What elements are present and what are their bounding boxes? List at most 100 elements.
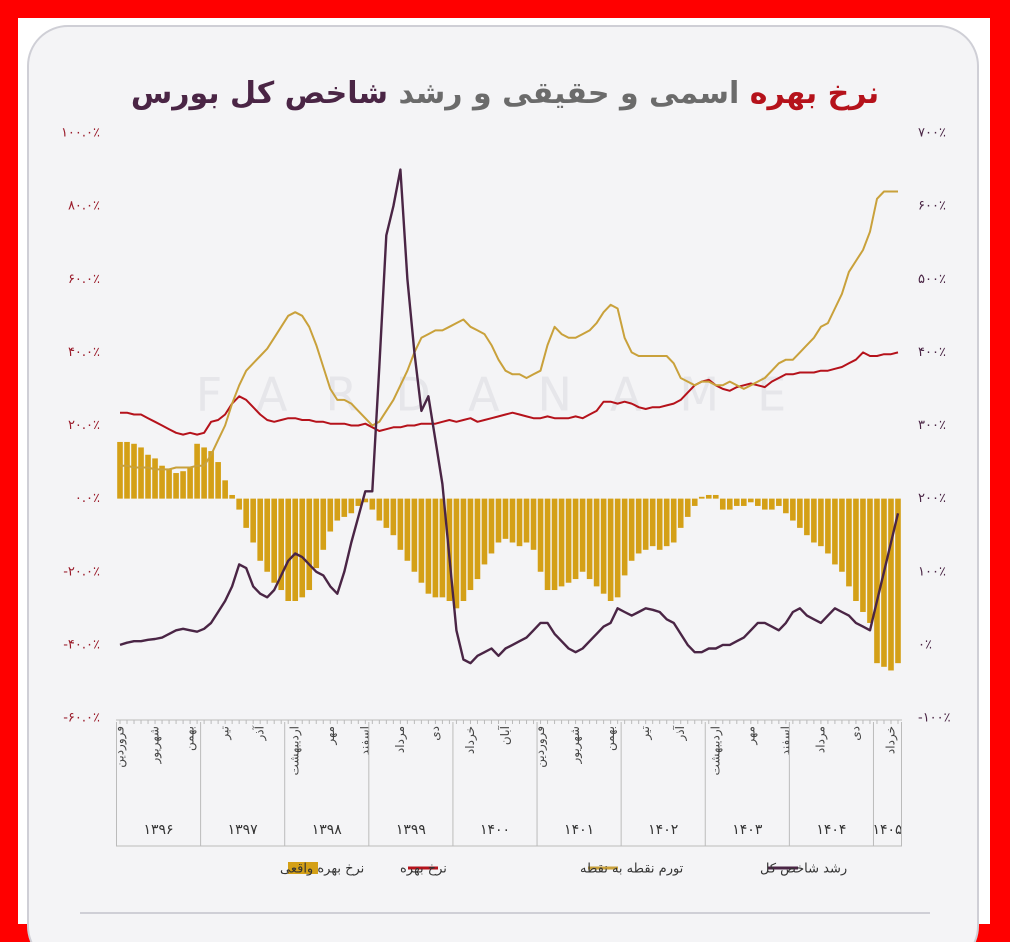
bar: [628, 498, 635, 561]
bar: [334, 498, 341, 521]
x-tick-label: دی: [848, 726, 862, 741]
legend-label: رشد شاخص کل: [760, 862, 847, 877]
bar: [572, 498, 579, 580]
bar: [159, 465, 165, 499]
bar: [642, 498, 649, 550]
bar: [649, 498, 656, 547]
bar: [544, 498, 551, 591]
x-tick-label: شهریور: [148, 726, 163, 765]
bar: [285, 498, 292, 601]
bar: [418, 498, 425, 583]
bar: [131, 443, 137, 499]
bar: [383, 498, 390, 528]
bar: [853, 498, 859, 601]
line: [119, 168, 900, 665]
bar: [783, 498, 789, 514]
bar: [516, 498, 523, 547]
x-tick-label: مرداد: [813, 726, 828, 753]
bar: [257, 498, 263, 561]
bar: [691, 498, 698, 506]
y2-tick-label: ۰٪: [918, 637, 932, 652]
x-tick-label: فروردین: [113, 726, 128, 768]
bar: [278, 498, 285, 591]
y-tick-label: ۴۰.۰٪: [68, 345, 100, 360]
bar: [705, 494, 712, 499]
title-part: اسمی و حقیقی و رشد: [398, 76, 739, 111]
bar: [306, 498, 313, 591]
bar: [537, 498, 544, 572]
bar: [404, 498, 411, 561]
bar: [860, 498, 866, 612]
bar: [670, 498, 677, 543]
x-tick-label: آذر: [672, 725, 688, 741]
bar: [180, 471, 186, 499]
bar: [846, 498, 852, 587]
bar: [740, 498, 747, 506]
bar: [376, 498, 383, 521]
x-tick-label: خرداد: [883, 726, 898, 754]
bar: [292, 498, 299, 601]
bar: [271, 498, 278, 583]
y2-tick-label: ۷۰۰٪: [918, 126, 946, 141]
bar: [867, 498, 873, 623]
x-tick-label: فروردین: [533, 726, 548, 768]
y2-tick-label: ۳۰۰٪: [918, 418, 946, 433]
bar: [425, 498, 432, 594]
bar: [250, 498, 256, 543]
bar: [825, 498, 831, 554]
bar: [348, 498, 355, 514]
year-label: ۱۴۰۱: [564, 822, 594, 838]
bar: [523, 498, 530, 543]
card: [27, 25, 979, 942]
x-tick-label: آبان: [497, 725, 512, 745]
year-label: ۱۴۰۴: [816, 822, 846, 838]
bar: [341, 498, 348, 517]
bar: [488, 498, 495, 554]
y-tick-label: ۲۰.۰٪: [68, 418, 100, 433]
x-tick-label: اسفند: [358, 726, 372, 755]
bar: [607, 498, 614, 601]
year-label: ۱۳۹۷: [228, 822, 259, 838]
bar: [565, 498, 572, 583]
x-tick-label: تیر: [218, 726, 233, 741]
bar: [397, 498, 404, 550]
bar: [712, 494, 719, 499]
bar: [327, 498, 334, 532]
bar: [776, 498, 782, 506]
y2-tick-label: ۱۰۰٪: [918, 564, 946, 579]
bar: [390, 498, 397, 536]
bar: [818, 498, 824, 547]
year-label: ۱۳۹۸: [312, 822, 343, 838]
bar: [187, 467, 193, 499]
y2-tick-label: -۱۰۰٪: [918, 711, 951, 726]
bar: [677, 498, 684, 528]
bar: [698, 496, 705, 499]
bar: [586, 498, 593, 580]
year-label: ۱۴۰۲: [648, 822, 678, 838]
bar: [888, 498, 894, 671]
bar: [453, 498, 460, 609]
year-label: ۱۳۹۶: [144, 822, 174, 838]
y-tick-label: -۶۰.۰٪: [63, 711, 100, 726]
bar: [229, 494, 235, 499]
bar: [481, 498, 488, 565]
bar: [313, 498, 320, 569]
x-tick-label: اسفند: [778, 726, 792, 755]
y2-tick-label: ۲۰۰٪: [918, 491, 946, 506]
x-tick-label: اردیبهشت: [708, 726, 723, 775]
bar: [173, 473, 179, 499]
year-label: ۱۳۹۹: [396, 822, 426, 838]
bar: [530, 498, 537, 550]
legend-swatch: [288, 862, 318, 874]
bar: [755, 498, 761, 506]
bar: [460, 498, 467, 601]
x-tick-label: اردیبهشت: [288, 726, 303, 775]
bar: [733, 498, 740, 506]
bar: [201, 447, 207, 499]
bar: [762, 498, 768, 510]
bar: [138, 447, 144, 499]
x-tick-label: بهمن: [183, 726, 198, 751]
watermark: FARDANAME: [196, 368, 824, 422]
year-label: ۱۴۰۰: [480, 822, 510, 838]
